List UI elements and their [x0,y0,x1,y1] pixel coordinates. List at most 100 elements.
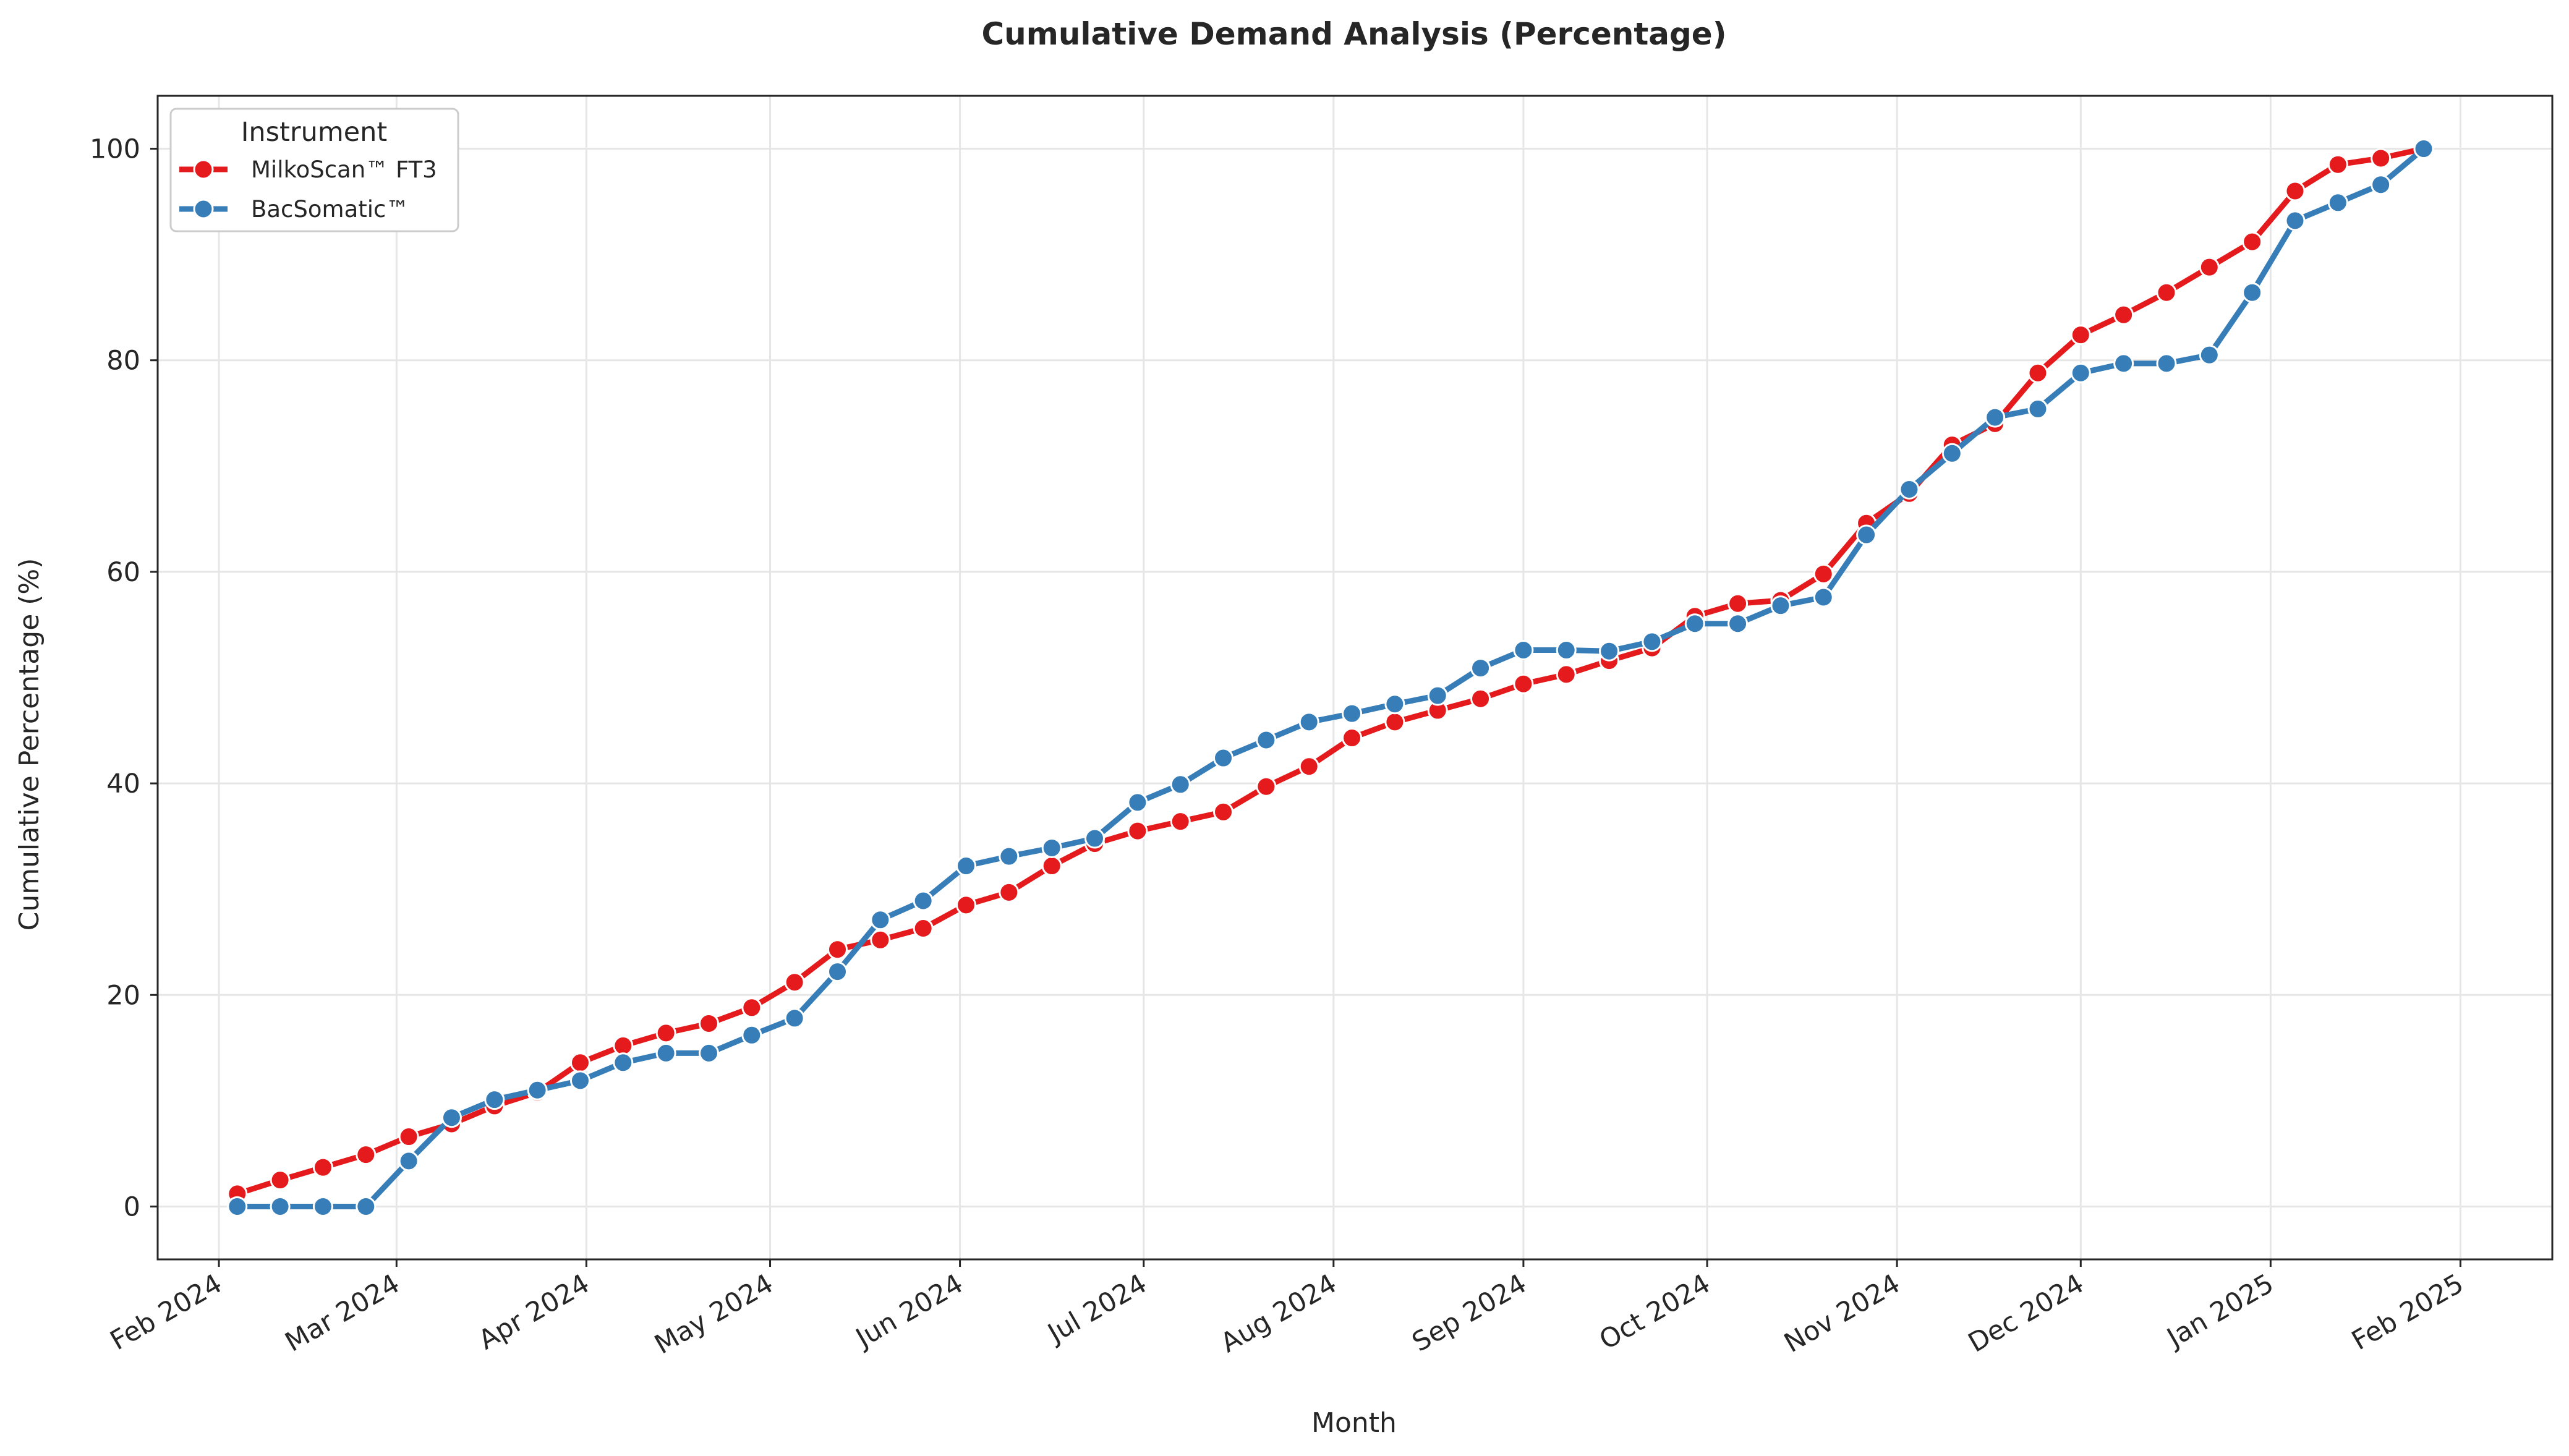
data-point [1384,712,1405,733]
legend-item: BacSomatic™ [179,196,409,223]
data-point [1728,593,1749,614]
data-point [569,1070,590,1091]
data-point [1513,640,1534,661]
data-point [613,1052,634,1073]
data-point [1213,747,1234,768]
data-point [827,939,848,960]
series-line [234,146,2427,1209]
data-point [1170,774,1191,795]
legend-title: Instrument [241,117,388,148]
y-axis-ticks: 0 20 40 60 80 100 [90,134,158,1222]
data-point [2371,148,2392,169]
data-point [1256,776,1277,797]
data-point [2242,282,2263,303]
data-point [2070,325,2091,346]
data-point [1513,673,1534,694]
data-point [1470,688,1491,709]
data-point [569,1052,590,1073]
legend-label: BacSomatic™ [251,196,409,223]
data-point [870,909,891,930]
y-tick-label: 100 [90,134,140,165]
data-point [2199,257,2220,278]
legend-items: MilkoScan™ FT3 BacSomatic™ [179,156,437,223]
data-point [270,1170,291,1191]
data-point [870,929,891,950]
data-point [1642,631,1663,652]
legend: Instrument MilkoScan™ FT3 BacSomatic™ [169,108,459,232]
data-point [1813,563,1834,584]
series-layer [227,138,2434,1217]
data-point [1298,712,1319,733]
data-point [2413,138,2434,160]
data-point [1041,837,1062,858]
data-point [1342,703,1363,724]
data-point [2371,174,2392,195]
y-tick-label: 60 [106,557,140,588]
data-point [2327,154,2348,175]
y-axis-label: Cumulative Percentage (%) [14,558,45,931]
y-tick-label: 80 [106,346,140,377]
data-point [1556,640,1577,661]
y-tick-label: 20 [106,980,140,1011]
data-point [956,856,977,877]
data-point [2156,282,2177,303]
data-point [1384,694,1405,715]
data-point [227,1196,248,1217]
data-point [1342,728,1363,749]
data-point [1298,756,1319,777]
data-point [1427,685,1448,706]
plot-area-frame [156,95,2554,1261]
data-point [655,1023,676,1044]
data-point [1213,801,1234,822]
data-point [1728,613,1749,634]
series-line [234,146,2427,1197]
legend-item: MilkoScan™ FT3 [179,156,437,183]
data-point [655,1042,676,1063]
data-point [398,1151,419,1172]
data-point [2285,210,2306,231]
data-point [956,895,977,916]
data-point [1127,792,1148,813]
data-point [913,890,934,911]
y-tick-label: 0 [124,1191,140,1222]
data-point [1256,730,1277,751]
data-point [698,1042,719,1063]
data-point [312,1157,333,1178]
data-point [1127,820,1148,841]
series-1 [227,138,2434,1217]
data-point [1599,641,1620,662]
data-point [2327,192,2348,213]
data-point [1556,664,1577,685]
data-point [2113,353,2134,374]
data-point [484,1089,505,1110]
data-point [1813,587,1834,608]
chart-title: Cumulative Demand Analysis (Percentage) [981,16,1726,52]
data-point [441,1107,462,1128]
legend-swatch-marker [193,198,214,219]
data-point [270,1196,291,1217]
data-point [2285,181,2306,202]
legend-label: MilkoScan™ FT3 [251,156,437,183]
legend-swatch-marker [193,159,214,180]
y-tick-label: 40 [106,768,140,799]
data-point [784,972,805,993]
data-point [2156,353,2177,374]
data-point [1041,856,1062,877]
data-point [2113,304,2134,325]
data-point [1470,658,1491,679]
data-point [398,1126,419,1147]
data-point [741,997,762,1018]
data-point [913,917,934,939]
data-point [1170,811,1191,832]
data-point [527,1079,548,1101]
data-point [1770,595,1791,616]
data-point [356,1144,377,1165]
data-point [1684,613,1705,634]
data-point [2027,398,2048,419]
data-point [1084,828,1106,849]
data-point [1899,479,1920,500]
data-point [698,1013,719,1034]
data-point [784,1008,805,1029]
